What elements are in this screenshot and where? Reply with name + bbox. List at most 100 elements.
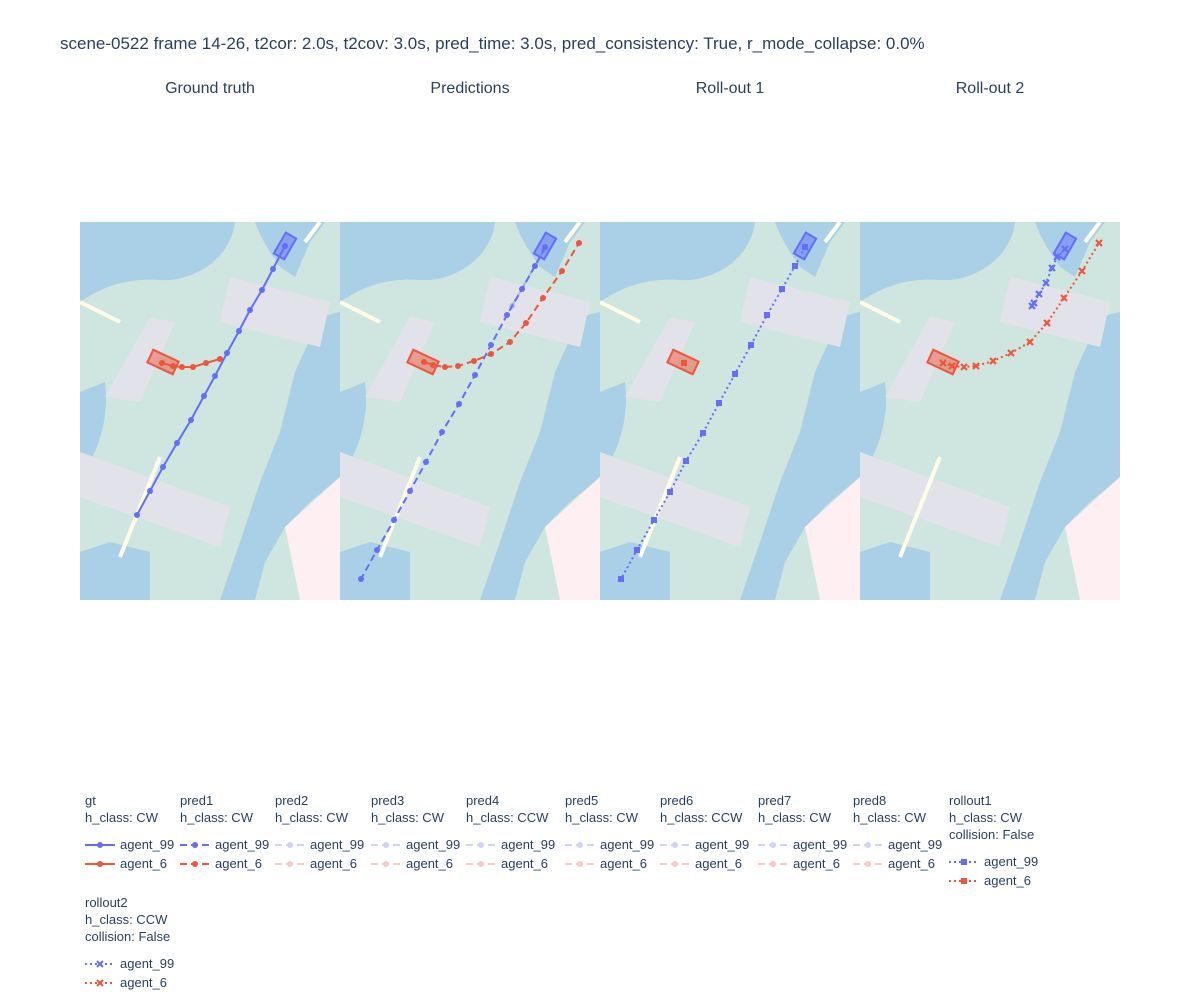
legend-group-title: collision: False — [949, 827, 1035, 842]
point-rollout2-agent_6 — [989, 357, 997, 365]
point-rollout2-agent_99 — [1048, 264, 1056, 272]
legend-group-rollout1: rollout1 h_class: CW collision: False agent… — [949, 792, 1038, 888]
legend-item-label: agent_6 — [793, 856, 840, 871]
restricted-area — [285, 477, 340, 600]
legend-swatch — [85, 842, 115, 848]
legend-swatch — [949, 878, 979, 884]
legend-group-title: h_class: CW — [853, 810, 926, 825]
lane-mark — [563, 222, 582, 244]
water-area — [80, 222, 235, 302]
legend-group-title: h_class: CCW — [466, 810, 549, 825]
legend-item-label: agent_99 — [984, 854, 1039, 869]
legend-item-label: agent_6 — [120, 975, 167, 990]
legend-item-label: agent_99 — [406, 837, 461, 852]
legend-group-title: h_class: CW — [565, 810, 638, 825]
crosswalk — [885, 317, 955, 402]
point-rollout1-agent_99 — [716, 400, 722, 406]
legend-swatch — [853, 842, 883, 848]
lane-mark — [860, 300, 901, 324]
point-rollout1-agent_99 — [802, 244, 808, 250]
crosswalk — [220, 277, 330, 347]
legend-group-pred5: pred5 h_class: CW agent_99 agent_6 — [565, 792, 654, 871]
legend-group-title: h_class: CW — [275, 810, 348, 825]
figure-title: scene-0522 frame 14-26, t2cor: 2.0s, t2c… — [60, 34, 925, 53]
legend-group-pred2: pred2 h_class: CW agent_99 agent_6 — [275, 792, 364, 871]
point-pred1-agent_6 — [421, 359, 427, 365]
crosswalk — [365, 317, 435, 402]
legend-group-title: pred2 — [275, 793, 309, 808]
legend-swatch — [758, 861, 788, 867]
legend-item-label: agent_6 — [120, 856, 167, 871]
legend-group-title: pred7 — [758, 793, 792, 808]
legend-swatch — [85, 960, 115, 968]
point-rollout1-agent_99 — [792, 263, 798, 269]
water-area — [480, 312, 600, 600]
point-rollout1-agent_99 — [683, 458, 689, 464]
crosswalk — [80, 452, 230, 547]
legend-swatch — [85, 979, 115, 987]
point-rollout2-agent_6 — [1007, 349, 1015, 357]
legend-group-pred8: pred8 h_class: CW agent_99 agent_6 — [853, 792, 942, 871]
point-gt-agent_6 — [179, 364, 185, 370]
legend-item-label: agent_99 — [120, 956, 175, 971]
map-panel-4 — [860, 222, 1120, 600]
point-pred1-agent_6 — [576, 240, 582, 246]
point-pred1-agent_99 — [519, 286, 525, 292]
legend-swatch — [758, 842, 788, 848]
crosswalk — [340, 452, 490, 547]
water-area — [1000, 312, 1120, 600]
map-panel-2 — [340, 222, 600, 600]
legend-item-label: agent_6 — [215, 856, 262, 871]
legend-group-title: h_class: CCW — [85, 912, 168, 927]
point-pred1-agent_6 — [488, 351, 494, 357]
lane-mark — [600, 300, 641, 324]
lane-mark — [1083, 222, 1102, 244]
legend-item-label: agent_99 — [501, 837, 556, 852]
water-area — [340, 222, 495, 302]
water-area — [600, 222, 755, 302]
legend-item-label: agent_6 — [888, 856, 935, 871]
legend-group-title: h_class: CCW — [660, 810, 743, 825]
water-area — [340, 382, 366, 472]
point-pred2-agent_99 — [541, 247, 547, 253]
legend-item-label: agent_99 — [793, 837, 848, 852]
legend-group-title: pred3 — [371, 793, 405, 808]
water-area — [340, 542, 410, 600]
point-gt-agent_99 — [259, 287, 265, 293]
legend-group-title: pred6 — [660, 793, 694, 808]
point-rollout2-agent_6 — [960, 363, 968, 371]
water-area — [860, 542, 930, 600]
point-rollout2-agent_6 — [1095, 239, 1103, 247]
legend-group-title: pred8 — [853, 793, 887, 808]
legend-group-title: rollout2 — [85, 895, 128, 910]
crosswalk — [600, 452, 750, 547]
point-gt-agent_6 — [170, 363, 176, 369]
point-rollout2-agent_99 — [1061, 245, 1069, 253]
legend-group-title: pred4 — [466, 793, 500, 808]
point-gt-agent_99 — [134, 512, 140, 518]
crosswalk — [480, 277, 590, 347]
legend-swatch — [371, 842, 401, 848]
legend-group-title: h_class: CW — [180, 810, 253, 825]
legend-group-title: pred5 — [565, 793, 599, 808]
legend-item-label: agent_99 — [310, 837, 365, 852]
legend-item-label: agent_6 — [406, 856, 453, 871]
crosswalk — [105, 317, 175, 402]
point-rollout1-agent_99 — [651, 517, 657, 523]
point-rollout1-agent_99 — [748, 342, 754, 348]
legend-group-rollout2: rollout2 h_class: CCW collision: False agen… — [85, 894, 174, 990]
point-gt-agent_99 — [236, 328, 242, 334]
point-rollout2-agent_99 — [1028, 302, 1036, 310]
point-gt-agent_99 — [147, 488, 153, 494]
lane-mark — [638, 456, 682, 558]
panel-title-predictions: Predictions — [430, 80, 510, 97]
legend-swatch — [180, 861, 210, 867]
point-pred1-agent_99 — [391, 517, 397, 523]
point-gt-agent_99 — [160, 464, 166, 470]
point-gt-agent_99 — [201, 393, 207, 399]
legend-item-label: agent_99 — [215, 837, 270, 852]
crosswalk — [625, 317, 695, 402]
point-pred1-agent_6 — [471, 358, 477, 364]
lane-mark — [80, 300, 121, 324]
